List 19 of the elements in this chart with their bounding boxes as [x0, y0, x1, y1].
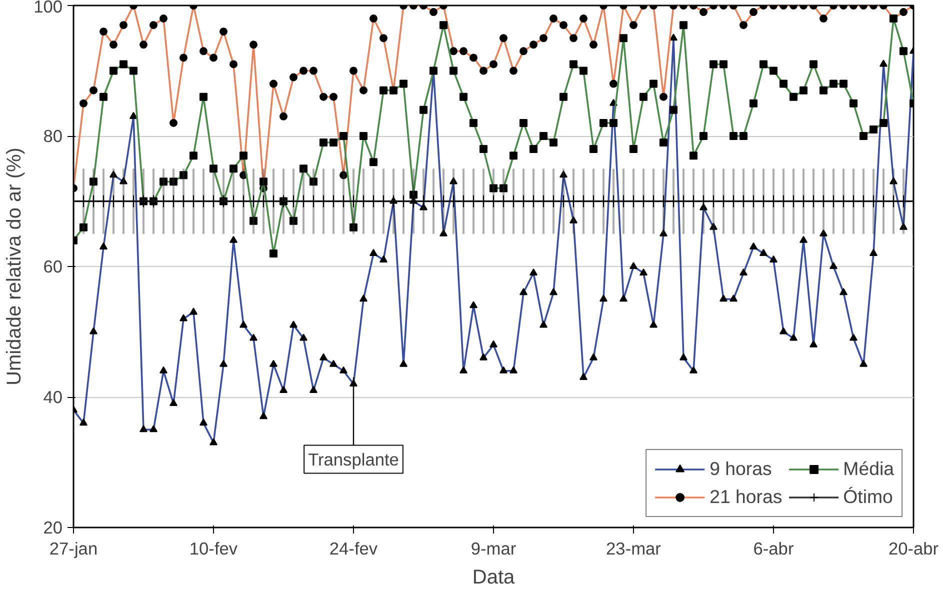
x-tick-label: 10-fev — [189, 538, 238, 558]
y-axis-title: Umidade relativa do ar (%) — [4, 148, 26, 386]
y-tick-label: 40 — [43, 387, 63, 407]
legend-label: 21 horas — [710, 486, 782, 508]
legend-label: 9 horas — [710, 458, 772, 480]
legend-label: Ótimo — [843, 486, 893, 508]
x-tick-label: 27-jan — [49, 538, 98, 558]
legend-label: Média — [843, 458, 894, 480]
y-tick-label: 100 — [34, 0, 63, 16]
x-axis-title: Data — [472, 566, 516, 588]
x-tick-label: 9-mar — [470, 538, 516, 558]
annotation: Transplante — [308, 449, 399, 470]
x-tick-label: 23-mar — [606, 538, 662, 558]
x-tick-label: 6-abr — [753, 538, 794, 558]
y-tick-label: 80 — [43, 126, 63, 146]
y-tick-label: 20 — [43, 518, 63, 538]
x-tick-label: 20-abr — [888, 538, 939, 558]
y-tick-label: 60 — [43, 256, 63, 276]
x-tick-label: 24-fev — [329, 538, 378, 558]
